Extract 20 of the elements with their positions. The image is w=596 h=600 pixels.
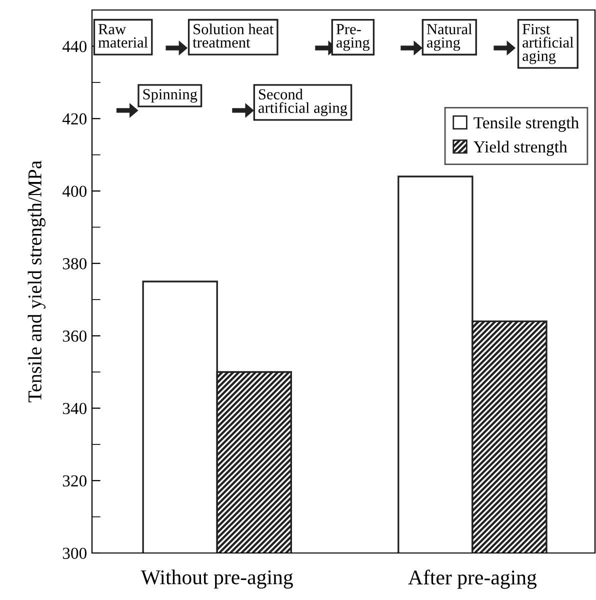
y-tick-label: 300 (62, 548, 87, 559)
y-tick-label: 420 (62, 113, 87, 125)
x-tick-label: After pre-aging (408, 570, 537, 589)
legend-label: Tensile strength (474, 116, 579, 132)
y-tick-label: 440 (62, 40, 87, 52)
y-tick-label: 380 (62, 258, 87, 270)
annotation: Natural aging (426, 24, 472, 51)
annotation: First artificial aging (522, 24, 574, 64)
annotation: Raw material (98, 24, 148, 48)
x-tick-label: Without pre-aging (140, 570, 293, 589)
annotation: Solution heat treatment (192, 24, 274, 48)
y-tick-label: 320 (62, 475, 87, 487)
y-tick-label: 400 (62, 186, 87, 197)
y-tick-label: 340 (62, 402, 87, 414)
annotation: Second artificial aging (258, 88, 348, 116)
annotation: Pre- aging (336, 24, 370, 51)
y-axis-title: Tensile and yield strength/MPa (28, 160, 46, 402)
legend-label: Yield strength (474, 140, 568, 156)
annotation: Spinning (143, 89, 198, 103)
y-tick-label: 360 (62, 330, 87, 342)
